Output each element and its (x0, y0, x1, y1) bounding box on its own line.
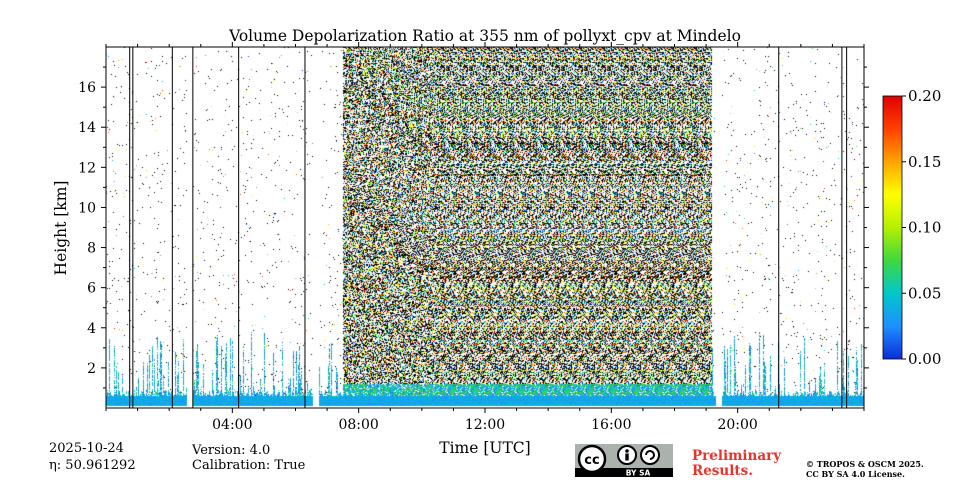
x-axis-label: Time [UTC] (439, 439, 530, 457)
chart-title: Volume Depolarization Ratio at 355 nm of… (228, 27, 741, 45)
plot-frame (105, 46, 865, 409)
preliminary-line-2: Results. (692, 463, 753, 479)
y-tick-label: 16 (78, 80, 96, 96)
svg-text:cc: cc (584, 453, 599, 468)
colorbar-tick-label: 0.20 (908, 87, 941, 105)
depolarization-heatmap-raster (106, 47, 864, 408)
y-tick-label: 6 (87, 281, 96, 297)
y-tick-label: 4 (87, 321, 96, 337)
license-line-1: © TROPOS & OSCM 2025. (806, 459, 924, 469)
license-line-2: CC BY SA 4.0 License. (806, 469, 905, 479)
footer-date: 2025-10-24 (49, 441, 124, 456)
footer-version: Version: 4.0 (192, 443, 271, 458)
y-tick-label: 2 (87, 361, 96, 377)
footer-eta: η: 50.961292 (49, 458, 136, 473)
y-tick-label: 8 (87, 241, 96, 257)
x-tick-label: 04:00 (212, 417, 252, 433)
x-tick-label: 20:00 (717, 417, 757, 433)
axis-ticks: 04:00 08:00 12:00 16:00 20:00 2 4 6 8 10 12 14 16 (78, 42, 869, 433)
y-tick-label: 12 (78, 160, 96, 176)
y-tick-label: 10 (78, 200, 96, 216)
x-tick-label: 08:00 (338, 417, 378, 433)
footer-calibration: Calibration: True (192, 458, 306, 473)
x-tick-label: 16:00 (591, 417, 631, 433)
cc-by-sa-license-badge-icon: cc BY SA (575, 444, 673, 477)
y-tick-label: 14 (78, 120, 96, 136)
colorbar-tick-label: 0.05 (908, 284, 941, 302)
colorbar: 0.00 0.05 0.10 0.15 0.20 (882, 87, 941, 368)
y-axis-label: Height [km] (52, 181, 70, 276)
colorbar-tick-label: 0.00 (908, 350, 941, 368)
x-tick-label: 12:00 (465, 417, 505, 433)
preliminary-line-1: Preliminary (692, 448, 782, 464)
cc-badge-text: BY SA (626, 469, 651, 478)
plot-area (106, 47, 864, 408)
colorbar-tick-label: 0.15 (908, 153, 941, 171)
colorbar-tick-label: 0.10 (908, 219, 941, 237)
colorbar-gradient (883, 96, 902, 359)
